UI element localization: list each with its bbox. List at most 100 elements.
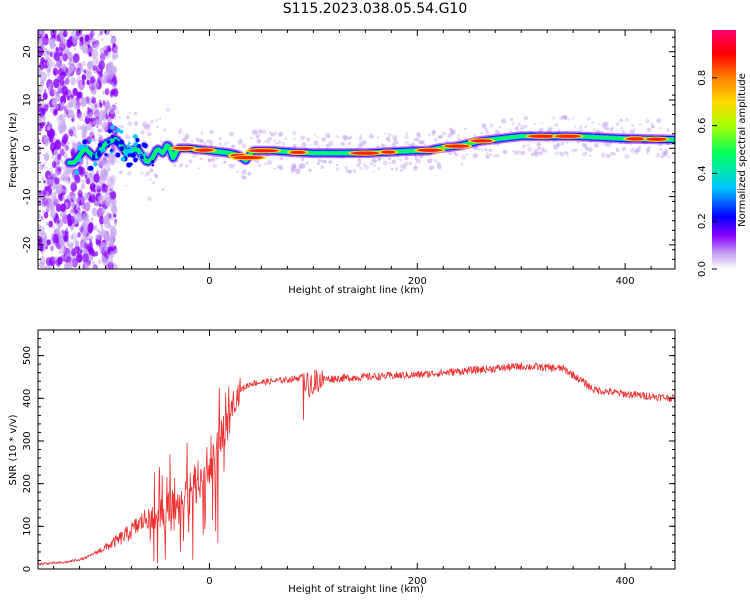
halo-cell bbox=[645, 118, 650, 124]
noise-cell bbox=[66, 141, 70, 146]
noise-cell bbox=[110, 191, 117, 200]
noise-cell bbox=[39, 61, 45, 70]
halo-cell bbox=[554, 151, 559, 156]
noise-cell bbox=[70, 182, 77, 192]
halo-cell bbox=[143, 124, 149, 130]
speckle-cell bbox=[133, 157, 138, 163]
halo-cell bbox=[233, 163, 236, 166]
noise-cell bbox=[111, 54, 116, 61]
halo-cell bbox=[395, 168, 398, 172]
ridge-core bbox=[444, 144, 470, 148]
spectrogram-x-label: Height of straight line (km) bbox=[288, 285, 424, 296]
halo-cell bbox=[433, 158, 438, 163]
noise-cell bbox=[90, 103, 95, 110]
halo-cell bbox=[59, 129, 64, 135]
halo-cell bbox=[110, 177, 114, 181]
noise-cell bbox=[67, 96, 71, 101]
halo-cell bbox=[98, 116, 104, 122]
noise-cell bbox=[114, 222, 117, 227]
halo-cell bbox=[377, 136, 380, 139]
noise-cell bbox=[110, 182, 115, 189]
halo-cell bbox=[149, 178, 152, 181]
speckle-cell bbox=[120, 156, 126, 162]
noise-cell bbox=[71, 232, 78, 242]
noise-cell bbox=[71, 258, 78, 268]
halo-cell bbox=[389, 161, 392, 165]
noise-cell bbox=[78, 207, 81, 211]
noise-cell bbox=[111, 43, 118, 53]
halo-cell bbox=[478, 147, 481, 151]
noise-cell bbox=[82, 263, 89, 269]
speckle-cell bbox=[124, 148, 131, 155]
x-tick-label: 0 bbox=[206, 576, 212, 587]
halo-cell bbox=[117, 160, 120, 163]
halo-cell bbox=[370, 161, 373, 165]
noise-cell bbox=[39, 164, 44, 171]
halo-cell bbox=[373, 163, 377, 167]
halo-cell bbox=[418, 135, 422, 138]
halo-cell bbox=[65, 175, 71, 180]
noise-cell bbox=[60, 203, 67, 212]
halo-cell bbox=[619, 118, 623, 123]
noise-cell bbox=[57, 153, 62, 161]
noise-cell bbox=[45, 257, 52, 266]
halo-cell bbox=[428, 133, 432, 137]
noise-cell bbox=[56, 226, 61, 233]
halo-cell bbox=[363, 163, 366, 166]
halo-cell bbox=[328, 140, 334, 146]
noise-cell bbox=[39, 31, 43, 35]
halo-cell bbox=[290, 169, 294, 173]
halo-cell bbox=[655, 152, 661, 158]
halo-cell bbox=[556, 143, 560, 147]
noise-cell bbox=[44, 137, 50, 145]
halo-cell bbox=[593, 144, 597, 148]
halo-cell bbox=[146, 196, 152, 202]
halo-cell bbox=[212, 163, 218, 169]
noise-cell bbox=[98, 231, 103, 237]
halo-cell bbox=[460, 162, 464, 166]
halo-cell bbox=[557, 129, 561, 132]
halo-cell bbox=[615, 148, 620, 153]
halo-cell bbox=[199, 138, 205, 144]
ridge-core bbox=[417, 148, 443, 152]
noise-cell bbox=[72, 53, 80, 64]
halo-cell bbox=[208, 139, 214, 145]
noise-cell bbox=[55, 103, 60, 110]
noise-cell bbox=[105, 113, 109, 120]
noise-cell bbox=[74, 245, 80, 254]
halo-cell bbox=[399, 158, 403, 162]
halo-cell bbox=[118, 116, 122, 119]
halo-cell bbox=[388, 139, 391, 143]
noise-cell bbox=[48, 220, 54, 228]
halo-cell bbox=[489, 152, 493, 157]
halo-cell bbox=[251, 130, 257, 136]
halo-cell bbox=[488, 148, 493, 152]
halo-cell bbox=[124, 133, 130, 139]
noise-cell bbox=[74, 193, 77, 197]
noise-cell bbox=[75, 79, 80, 85]
noise-cell bbox=[41, 236, 48, 247]
halo-cell bbox=[275, 142, 278, 145]
halo-cell bbox=[457, 137, 462, 142]
noise-cell bbox=[57, 256, 63, 265]
halo-cell bbox=[284, 137, 288, 141]
noise-cell bbox=[84, 262, 87, 267]
halo-cell bbox=[659, 126, 662, 130]
speckle-cell bbox=[140, 155, 144, 160]
halo-cell bbox=[523, 115, 528, 121]
noise-cell bbox=[74, 174, 81, 184]
noise-cell bbox=[62, 134, 69, 144]
halo-cell bbox=[615, 122, 619, 126]
noise-cell bbox=[91, 97, 97, 104]
halo-cell bbox=[43, 136, 47, 140]
noise-cell bbox=[43, 180, 46, 184]
halo-cell bbox=[358, 161, 363, 166]
x-tick-label: 400 bbox=[616, 576, 635, 587]
halo-cell bbox=[489, 123, 494, 128]
halo-cell bbox=[144, 173, 148, 177]
halo-cell bbox=[600, 143, 603, 146]
halo-cell bbox=[182, 137, 188, 143]
noise-cell bbox=[113, 246, 116, 251]
halo-cell bbox=[433, 138, 438, 142]
halo-cell bbox=[498, 125, 502, 129]
